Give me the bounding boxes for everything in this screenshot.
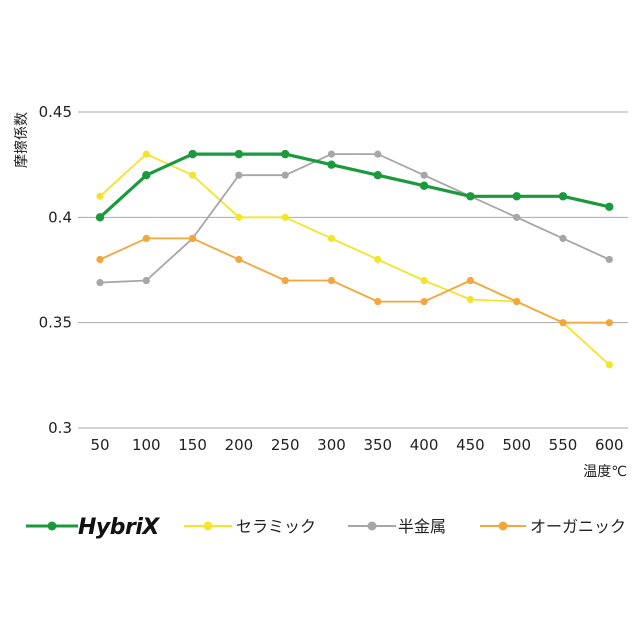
legend-item: 半金属 (348, 517, 446, 536)
data-point (374, 298, 382, 306)
series-line (99, 237, 610, 324)
data-point (189, 171, 197, 179)
x-tick-label: 450 (456, 436, 485, 454)
legend-marker (498, 521, 508, 531)
data-point (281, 171, 289, 179)
data-point (327, 150, 336, 158)
data-point (142, 171, 151, 180)
data-point (188, 149, 197, 159)
legend-item: HybriX (26, 515, 161, 540)
data-point (327, 160, 336, 169)
data-point (95, 213, 105, 222)
data-point (235, 213, 243, 221)
data-point (142, 234, 150, 242)
legend-item: セラミック (184, 517, 316, 536)
legend-marker (367, 521, 377, 531)
data-point (605, 361, 613, 369)
data-point (142, 150, 150, 158)
data-point (420, 276, 428, 285)
y-tick-label: 0.4 (48, 208, 72, 226)
data-point (373, 171, 382, 180)
x-tick-label: 100 (132, 436, 161, 454)
data-point (374, 150, 382, 158)
series-3 (96, 234, 613, 327)
legend-marker (47, 521, 57, 531)
data-point (281, 276, 289, 285)
data-point (281, 213, 289, 221)
data-point (281, 149, 290, 159)
data-point (420, 298, 428, 306)
y-axis-ticks: 0.3 0.35 0.4 0.45 (39, 103, 72, 437)
series-line (99, 153, 610, 284)
data-point (189, 234, 197, 242)
data-point (374, 255, 382, 264)
data-point (96, 255, 104, 264)
legend-marker (203, 521, 213, 531)
series-line (99, 153, 610, 366)
data-point (466, 276, 474, 285)
y-axis-title: 摩擦係数 (13, 112, 30, 168)
data-point (142, 276, 150, 285)
series-lines (95, 149, 614, 369)
y-tick-label: 0.3 (48, 419, 72, 437)
data-point (235, 255, 243, 264)
legend-label: 半金属 (398, 517, 446, 536)
series-0 (95, 149, 614, 222)
x-tick-label: 300 (317, 436, 346, 454)
series-1 (96, 150, 613, 369)
data-point (419, 181, 429, 190)
data-point (466, 192, 475, 201)
y-tick-label: 0.35 (39, 314, 72, 332)
data-point (466, 295, 474, 304)
data-point (605, 319, 613, 327)
data-point (559, 234, 567, 242)
x-tick-label: 500 (502, 436, 531, 454)
data-point (512, 192, 521, 201)
x-tick-label: 200 (225, 436, 254, 454)
x-tick-label: 600 (595, 436, 624, 454)
x-tick-label: 50 (90, 436, 109, 454)
x-tick-label: 250 (271, 436, 300, 454)
data-point (605, 202, 614, 211)
data-point (96, 192, 104, 200)
x-tick-label: 150 (178, 436, 207, 454)
data-point (513, 298, 521, 306)
x-axis-ticks: 50 100 150 200 250 300 350 400 450 500 550 600 (90, 436, 623, 454)
x-tick-label: 350 (363, 436, 392, 454)
data-point (558, 192, 568, 201)
data-point (234, 149, 244, 159)
data-point (420, 171, 428, 179)
legend-label: オーガニック (530, 517, 626, 536)
data-point (605, 255, 613, 264)
x-tick-label: 400 (410, 436, 439, 454)
y-tick-label: 0.45 (39, 103, 72, 121)
data-point (327, 234, 336, 242)
data-point (327, 276, 336, 285)
gridlines (78, 111, 628, 429)
data-point (513, 213, 521, 221)
legend: HybriX セラミック 半金属 オーガニック (26, 515, 626, 540)
legend-label: セラミック (236, 517, 316, 536)
legend-label: HybriX (78, 515, 160, 540)
legend-item: オーガニック (480, 517, 626, 536)
x-axis-title: 温度℃ (583, 464, 627, 480)
data-point (559, 319, 567, 327)
x-tick-label: 550 (549, 436, 578, 454)
data-point (96, 279, 104, 287)
series-line (98, 152, 610, 219)
data-point (235, 171, 243, 179)
